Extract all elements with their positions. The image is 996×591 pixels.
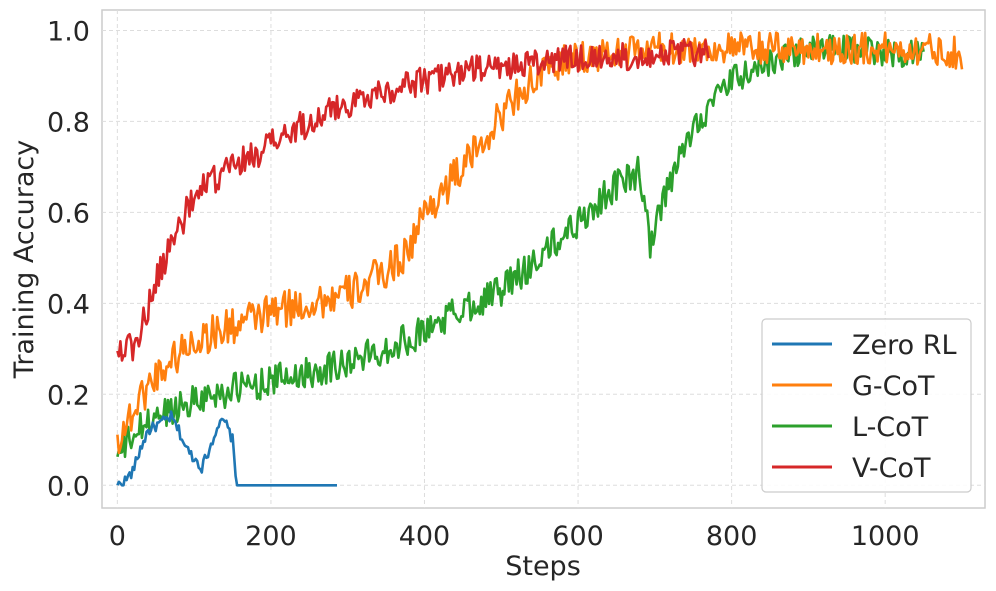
x-tick-label: 800 bbox=[706, 521, 758, 552]
y-tick-label: 0.6 bbox=[47, 198, 90, 229]
y-tick-label: 0.8 bbox=[47, 107, 90, 138]
y-tick-label: 0.0 bbox=[47, 471, 90, 502]
series-lines bbox=[116, 31, 964, 487]
legend-label: G-CoT bbox=[852, 371, 935, 402]
series-line-v-cot bbox=[116, 37, 710, 362]
y-tick-label: 0.4 bbox=[47, 289, 90, 320]
x-tick-label: 400 bbox=[399, 521, 451, 552]
x-axis-label: Steps bbox=[505, 551, 581, 582]
y-tick-label: 0.2 bbox=[47, 380, 90, 411]
y-tick-label: 1.0 bbox=[47, 16, 90, 47]
x-tick-label: 600 bbox=[552, 521, 604, 552]
x-tick-label: 200 bbox=[245, 521, 297, 552]
x-tick-label: 1000 bbox=[851, 521, 920, 552]
series-line-zero-rl bbox=[116, 410, 337, 487]
x-tick-label: 0 bbox=[109, 521, 126, 552]
y-axis: 0.0 0.2 0.4 0.6 0.8 1.0 bbox=[47, 16, 90, 502]
legend-label: L-CoT bbox=[852, 412, 929, 443]
y-axis-label: Training Accuracy bbox=[9, 140, 40, 379]
legend-box bbox=[761, 318, 972, 493]
x-axis: 0 200 400 600 800 1000 bbox=[109, 521, 920, 552]
legend: Zero RL G-CoT L-CoT V-CoT bbox=[761, 318, 972, 493]
legend-label: V-CoT bbox=[852, 453, 931, 484]
legend-label: Zero RL bbox=[852, 330, 957, 361]
